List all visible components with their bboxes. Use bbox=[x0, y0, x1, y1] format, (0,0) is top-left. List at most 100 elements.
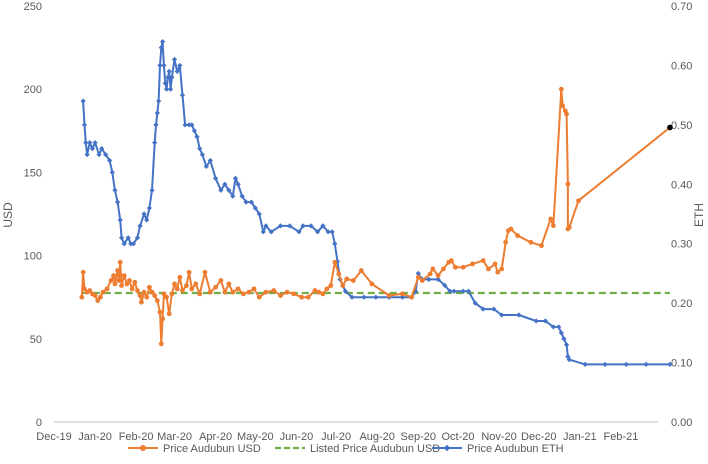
data-point bbox=[137, 293, 143, 298]
data-point bbox=[448, 258, 454, 263]
data-point bbox=[235, 286, 241, 292]
data-point bbox=[550, 324, 556, 330]
data-point bbox=[548, 216, 554, 222]
data-point bbox=[324, 286, 330, 292]
x-tick-label: Feb-20 bbox=[119, 431, 154, 443]
y2-tick-label: 0.10 bbox=[671, 358, 692, 370]
data-point bbox=[409, 294, 415, 300]
legend-label: Price Audubun USD bbox=[163, 443, 261, 455]
y-axis-ticks: 0 50 100 150 200 250 bbox=[24, 1, 42, 429]
data-point bbox=[316, 289, 322, 295]
data-point bbox=[486, 266, 491, 272]
series-price-audubun-usd bbox=[79, 86, 673, 347]
data-point bbox=[667, 361, 673, 367]
data-point bbox=[92, 293, 98, 298]
data-point bbox=[508, 226, 514, 232]
data-point bbox=[119, 283, 124, 288]
data-point bbox=[186, 122, 192, 128]
y-tick-label: 0 bbox=[36, 417, 42, 429]
legend: Price Audubun USD Listed Price Audubun US… bbox=[128, 443, 564, 455]
data-point bbox=[194, 134, 200, 140]
data-point bbox=[386, 293, 392, 298]
y-tick-label: 100 bbox=[24, 251, 42, 263]
data-point bbox=[79, 294, 85, 300]
y2-tick-label: 0.60 bbox=[671, 60, 692, 72]
data-point bbox=[491, 306, 497, 312]
data-point bbox=[299, 294, 305, 300]
data-point bbox=[107, 157, 113, 164]
data-point bbox=[121, 241, 127, 247]
data-point bbox=[80, 269, 86, 275]
data-point bbox=[564, 111, 570, 117]
data-point bbox=[447, 288, 453, 294]
data-point bbox=[358, 268, 364, 273]
legend-label: Price Audubun ETH bbox=[467, 443, 564, 455]
data-point bbox=[121, 273, 127, 278]
x-tick-label: Dec-19 bbox=[36, 431, 71, 443]
data-point bbox=[161, 62, 167, 69]
data-point bbox=[169, 291, 175, 297]
data-point bbox=[329, 229, 335, 235]
x-tick-label: Jan-21 bbox=[563, 431, 597, 443]
data-point bbox=[334, 258, 341, 265]
data-point bbox=[129, 286, 135, 292]
data-point bbox=[643, 361, 649, 367]
data-point bbox=[115, 268, 120, 273]
data-point bbox=[152, 140, 158, 146]
data-point bbox=[344, 276, 350, 282]
data-point bbox=[251, 286, 257, 292]
data-point bbox=[84, 151, 90, 158]
legend-item: Price Audubun ETH bbox=[432, 443, 564, 455]
data-point bbox=[226, 187, 232, 193]
data-point bbox=[108, 278, 114, 283]
data-point bbox=[340, 283, 346, 288]
data-point bbox=[556, 324, 562, 330]
data-point bbox=[174, 286, 180, 292]
data-point bbox=[125, 235, 131, 241]
data-point bbox=[154, 298, 160, 303]
data-point bbox=[277, 223, 284, 229]
data-point bbox=[112, 281, 118, 287]
data-point bbox=[314, 229, 321, 235]
data-point bbox=[104, 286, 110, 292]
data-point bbox=[349, 294, 355, 300]
data-point bbox=[565, 354, 571, 360]
data-point bbox=[460, 264, 466, 270]
data-point bbox=[180, 288, 185, 293]
x-tick-label: Oct-20 bbox=[441, 431, 474, 443]
data-point bbox=[426, 276, 432, 282]
data-point bbox=[92, 140, 98, 146]
data-point bbox=[193, 281, 199, 287]
data-point bbox=[141, 211, 147, 217]
data-point bbox=[191, 128, 198, 134]
data-point bbox=[328, 283, 334, 288]
data-point bbox=[516, 312, 522, 318]
data-point bbox=[149, 289, 155, 295]
data-point bbox=[165, 74, 171, 80]
data-point bbox=[96, 151, 102, 158]
data-point bbox=[103, 151, 109, 158]
data-point bbox=[124, 281, 130, 287]
data-point bbox=[415, 274, 421, 280]
y2-tick-label: 0.50 bbox=[671, 120, 692, 132]
data-point bbox=[167, 86, 174, 92]
data-point bbox=[564, 342, 570, 348]
data-point bbox=[82, 286, 87, 292]
data-point bbox=[141, 289, 147, 295]
data-point bbox=[127, 278, 132, 283]
data-point bbox=[100, 289, 106, 295]
data-point bbox=[576, 198, 581, 204]
data-point bbox=[218, 187, 224, 193]
data-point bbox=[373, 294, 379, 300]
y-axis-title: USD bbox=[1, 202, 15, 228]
data-point bbox=[460, 288, 466, 294]
data-point bbox=[320, 291, 326, 297]
y2-tick-label: 0.40 bbox=[671, 179, 692, 191]
data-point bbox=[177, 62, 183, 69]
x-tick-label: Jun-20 bbox=[280, 431, 314, 443]
data-point bbox=[451, 288, 457, 294]
data-point bbox=[399, 291, 405, 297]
data-point bbox=[558, 330, 564, 336]
data-point bbox=[146, 284, 152, 290]
legend-marker bbox=[443, 444, 451, 452]
